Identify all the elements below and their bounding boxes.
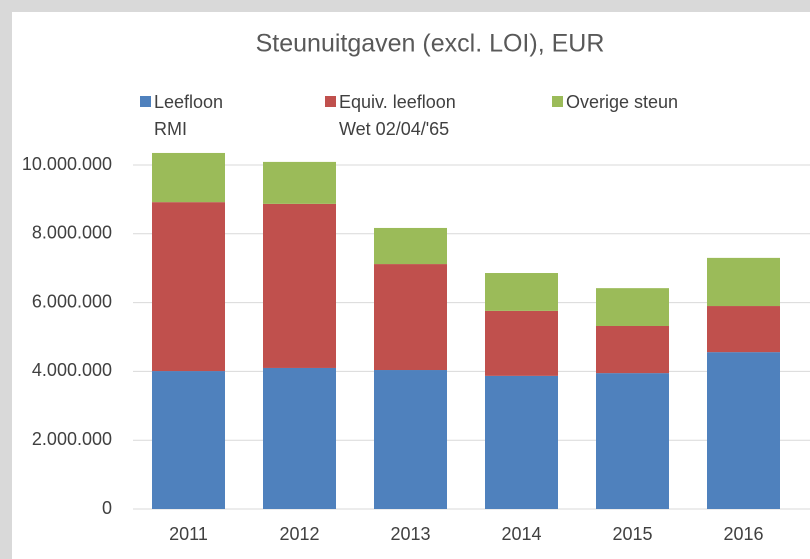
bar-segment xyxy=(263,367,336,509)
x-tick-label: 2012 xyxy=(279,524,319,544)
y-tick-label: 4.000.000 xyxy=(32,360,112,380)
bar-segment xyxy=(707,257,780,307)
bar-segment xyxy=(707,306,780,353)
x-tick-label: 2016 xyxy=(723,524,763,544)
legend-label: Overige steun xyxy=(566,92,678,112)
bar-segment xyxy=(485,273,558,311)
bar-segment xyxy=(263,161,336,204)
y-tick-label: 8.000.000 xyxy=(32,223,112,243)
bar-segment xyxy=(374,370,447,509)
x-tick-label: 2015 xyxy=(612,524,652,544)
y-tick-label: 10.000.000 xyxy=(22,154,112,174)
x-tick-label: 2013 xyxy=(390,524,430,544)
bar-segment xyxy=(152,152,225,203)
chart-title: Steunuitgaven (excl. LOI), EUR xyxy=(256,30,605,58)
y-tick-label: 6.000.000 xyxy=(32,291,112,311)
y-tick-label: 0 xyxy=(102,498,112,518)
bar-segment xyxy=(152,202,225,372)
bar-segment xyxy=(485,375,558,509)
legend-swatch xyxy=(140,96,151,107)
bar-segment xyxy=(374,264,447,371)
bar-segment xyxy=(596,325,669,374)
bar-segment xyxy=(596,288,669,326)
bar-segment xyxy=(596,373,669,509)
bar-segment xyxy=(263,203,336,368)
legend-label: Equiv. leefloon Wet 02/04/'65 xyxy=(339,92,456,139)
x-tick-label: 2014 xyxy=(501,524,541,544)
bar-segment xyxy=(485,310,558,376)
legend-swatch xyxy=(325,96,336,107)
y-tick-label: 2.000.000 xyxy=(32,429,112,449)
bar-segment xyxy=(152,371,225,509)
x-tick-label: 2011 xyxy=(169,524,208,544)
legend-swatch xyxy=(552,96,563,107)
bar-segment xyxy=(374,227,447,265)
bar-segment xyxy=(707,352,780,509)
legend-label: Leefloon RMI xyxy=(154,92,223,139)
